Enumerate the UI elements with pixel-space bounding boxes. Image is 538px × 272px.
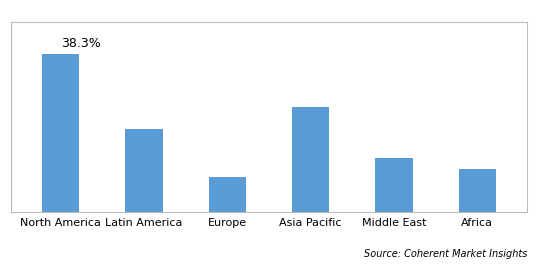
Bar bbox=[375, 158, 413, 212]
Bar bbox=[125, 129, 163, 212]
Bar bbox=[458, 169, 496, 212]
Text: Source: Coherent Market Insights: Source: Coherent Market Insights bbox=[364, 249, 527, 259]
Bar bbox=[209, 177, 246, 212]
Text: 38.3%: 38.3% bbox=[61, 37, 101, 50]
Bar bbox=[42, 54, 80, 212]
Bar bbox=[292, 107, 329, 212]
